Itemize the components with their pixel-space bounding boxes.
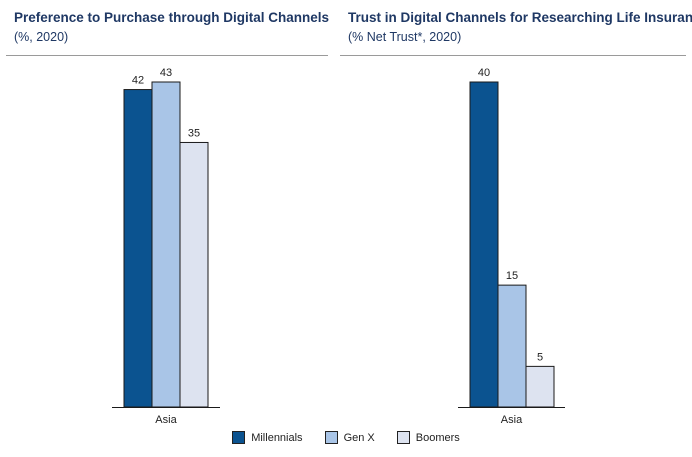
chart-1-bar-gen-x bbox=[151, 81, 181, 408]
chart-1-data-label-millennials: 42 bbox=[132, 75, 144, 87]
legend-swatch-gen-x bbox=[324, 431, 338, 444]
chart-2-title: Trust in Digital Channels for Researchin… bbox=[348, 10, 692, 25]
chart-2-bar-gen-x bbox=[497, 284, 527, 408]
chart-2-bar-boomers bbox=[525, 365, 555, 408]
chart-2-data-label-boomers: 5 bbox=[537, 351, 543, 363]
legend-item-boomers: Boomers bbox=[396, 431, 460, 444]
chart-1-subtitle: (%, 2020) bbox=[14, 30, 69, 44]
chart-2-bar-millennials bbox=[469, 81, 499, 408]
chart-1-bar-boomers bbox=[179, 141, 209, 408]
chart-2-data-label-millennials: 40 bbox=[478, 67, 490, 79]
legend-label-gen-x: Gen X bbox=[343, 431, 375, 444]
legend-swatch-boomers bbox=[396, 431, 410, 444]
chart-1-title: Preference to Purchase through Digital C… bbox=[14, 10, 330, 25]
legend-label-millennials: Millennials bbox=[251, 431, 303, 444]
chart-1-bar-millennials bbox=[123, 89, 153, 408]
chart-1-divider bbox=[6, 55, 328, 56]
chart-2-divider bbox=[340, 55, 686, 56]
chart-1-category-label: Asia bbox=[155, 414, 177, 426]
legend-swatch-millennials bbox=[232, 431, 246, 444]
legend-label-boomers: Boomers bbox=[415, 431, 460, 444]
legend-item-gen-x: Gen X bbox=[324, 431, 375, 444]
legend-item-millennials: Millennials bbox=[232, 431, 303, 444]
legend: Millennials Gen X Boomers bbox=[0, 431, 692, 444]
chart-2-category-label: Asia bbox=[501, 414, 523, 426]
chart-1-data-label-boomers: 35 bbox=[188, 127, 200, 139]
chart-2-data-label-gen-x: 15 bbox=[506, 270, 518, 282]
chart-2-subtitle: (% Net Trust*, 2020) bbox=[348, 30, 462, 44]
chart-1-data-label-gen-x: 43 bbox=[160, 67, 172, 79]
